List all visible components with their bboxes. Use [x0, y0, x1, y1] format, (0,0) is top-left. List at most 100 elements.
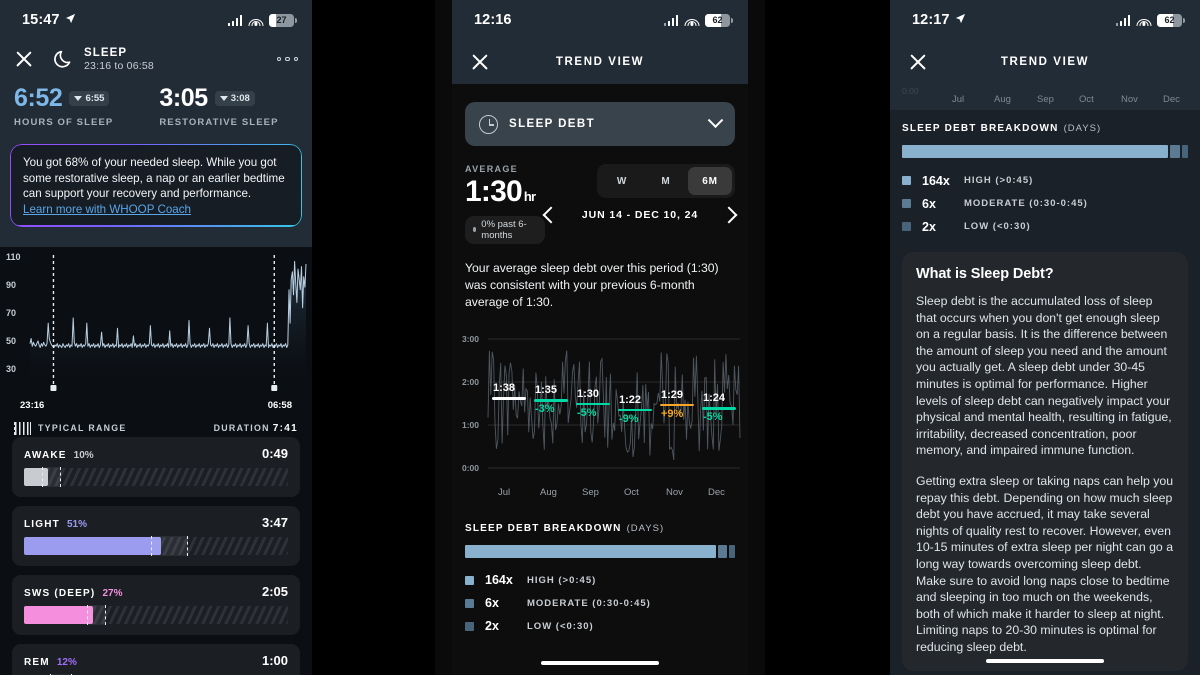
breakdown-stacked-bar [902, 145, 1188, 158]
breakdown-unit: (DAYS) [1063, 123, 1102, 134]
month-average-label: 1:24 [703, 392, 726, 405]
hr-ytick-70: 70 [6, 307, 17, 318]
cellular-signal-icon [227, 14, 242, 26]
stage-track [24, 466, 288, 487]
hr-ytick-30: 30 [6, 363, 17, 374]
battery-indicator: 27 [269, 13, 297, 27]
chevron-right-icon[interactable] [720, 206, 738, 224]
stage-duration: 0:49 [261, 445, 288, 461]
axis-zero-label: 0:00 [902, 86, 919, 96]
average-value: 1:30 hr [465, 175, 536, 208]
average-block: AVERAGE 1:30 hr 0% past 6-months [465, 164, 545, 244]
info-paragraph-2: Getting extra sleep or taking naps can h… [916, 473, 1174, 654]
change-pill-text: 0% past 6-months [481, 218, 527, 241]
status-bar-1: 15:47 27 [0, 0, 312, 40]
axis-month-jul: Jul [952, 94, 965, 105]
axis-month-aug: Aug [994, 94, 1011, 105]
panel2-inner: 12:16 62 TREND VIEW SLEEP DEB [452, 0, 748, 675]
info-card-title: What is Sleep Debt? [916, 266, 1054, 282]
heart-rate-chart[interactable]: 110 90 70 50 30 23:16 06:58 TYPICAL RANG… [0, 246, 312, 437]
chevron-down-icon[interactable] [707, 111, 724, 128]
sleep-debt-chart[interactable]: 1:38 1:35 -3% 1:30 -5% 1:22 -9% 1:29 +9% 1:24 -5% 0… [452, 325, 748, 500]
sleep-detail-panel: 15:47 27 [0, 0, 312, 675]
breakdown-title-row-3: SLEEP DEBT BREAKDOWN (DAYS) [902, 118, 1188, 136]
metric-label: HOURS OF SLEEP [14, 117, 114, 128]
close-icon[interactable] [470, 52, 490, 72]
month-average-label: 1:30 [577, 388, 600, 400]
cellular-signal-icon [1115, 14, 1130, 26]
month-delta-label: -9% [619, 412, 639, 425]
typical-range-label: TYPICAL RANGE [38, 423, 127, 434]
average-unit: hr [523, 189, 536, 204]
debt-xtick-nov: Nov [666, 486, 683, 498]
month-average-label: 1:38 [493, 382, 516, 395]
page-title: SLEEP 23:16 to 06:58 [84, 47, 154, 72]
whoop-coach-link[interactable]: Learn more with WHOOP Coach [23, 202, 191, 216]
sleep-timespan: 23:16 to 06:58 [84, 59, 154, 72]
metrics-row: 6:52 6:55 HOURS OF SLEEP 3:05 3:08 [0, 80, 312, 138]
stage-fill [24, 605, 93, 624]
location-arrow-icon [65, 13, 76, 27]
range-controls: W M 6M JUN 14 - DEC 10, 24 [542, 164, 738, 244]
stage-track [24, 604, 288, 625]
range-tab-m[interactable]: M [661, 175, 671, 187]
range-tab-w[interactable]: W [616, 175, 628, 187]
battery-indicator: 62 [1157, 13, 1185, 27]
sleep-stage-card[interactable]: SWS (DEEP) 27% 2:05 [12, 574, 300, 635]
sleep-stage-card[interactable]: REM 12% 1:00 [12, 643, 300, 675]
battery-indicator: 62 [705, 13, 733, 27]
metric-selector-dropdown[interactable]: SLEEP DEBT [465, 102, 735, 146]
month-delta-label: -5% [703, 411, 723, 424]
heart-rate-plot [29, 254, 307, 391]
breakdown-legend-row: 6x MODERATE (0:30-0:45) [902, 192, 1188, 215]
close-icon[interactable] [908, 52, 928, 72]
legend-label: LOW (<0:30) [527, 620, 594, 632]
range-tab-6m[interactable]: 6M [688, 167, 732, 195]
month-average-line [702, 407, 736, 410]
panel3-inner: 12:17 62 TREND VIEW [890, 0, 1200, 675]
metric-compare-chip: 6:55 [69, 91, 110, 106]
debt-ytick-200: 2:00 [462, 376, 480, 387]
debt-xtick-sep: Sep [582, 486, 599, 498]
sleep-debt-info-card: What is Sleep Debt? Sleep debt is the ac… [902, 252, 1188, 672]
legend-label: HIGH (>0:45) [964, 175, 1034, 186]
home-indicator [986, 658, 1104, 663]
breakdown-stacked-bar [465, 544, 736, 558]
legend-swatch [902, 222, 911, 231]
stage-track [24, 535, 288, 556]
location-arrow-icon [955, 13, 966, 27]
chevron-left-icon[interactable] [542, 206, 560, 224]
breakdown-segment [465, 544, 717, 558]
breakdown-legend: 164x HIGH (>0:45) 6x MODERATE (0:30-0:45… [465, 569, 735, 638]
sleep-stage-card[interactable]: AWAKE 10% 0:49 [12, 436, 300, 497]
sleep-stage-list: AWAKE 10% 0:49 LIGHT 51% 3:47 SWS (DEEP)… [0, 436, 312, 675]
more-options-icon[interactable] [276, 56, 298, 62]
trend-view-title: TREND VIEW [1000, 56, 1090, 68]
range-tab-group[interactable]: W M 6M [597, 164, 735, 198]
legend-label: HIGH (>0:45) [527, 574, 597, 586]
status-time: 15:47 [22, 12, 60, 28]
breakdown-unit: (DAYS) [626, 522, 665, 534]
sleep-stage-card[interactable]: LIGHT 51% 3:47 [12, 505, 300, 566]
duration-value: 7:41 [272, 422, 298, 434]
close-icon[interactable] [14, 49, 34, 69]
breakdown-legend-row: 2x LOW (<0:30) [465, 615, 735, 638]
legend-label: MODERATE (0:30-0:45) [964, 198, 1088, 209]
stage-duration: 3:47 [261, 514, 288, 530]
breakdown-section-3: SLEEP DEBT BREAKDOWN (DAYS) 164x HIGH (>0… [890, 110, 1200, 238]
legend-count: 6x [485, 596, 499, 610]
metric-hours-of-sleep: 6:52 6:55 HOURS OF SLEEP [14, 86, 114, 129]
debt-xtick-jul: Jul [498, 486, 511, 498]
breakdown-segment [729, 544, 736, 558]
hr-legend-row: TYPICAL RANGE DURATION 7:41 [0, 421, 312, 435]
status-right: 27 [227, 13, 297, 27]
battery-level: 27 [276, 15, 287, 25]
stage-name: AWAKE [24, 449, 67, 461]
legend-swatch [902, 199, 911, 208]
selected-metric-label: SLEEP DEBT [509, 118, 595, 130]
hr-ytick-90: 90 [6, 279, 17, 290]
stage-typical-range [50, 673, 72, 675]
trend-view-title: TREND VIEW [555, 56, 645, 68]
breakdown-title: SLEEP DEBT BREAKDOWN [465, 522, 622, 534]
axis-month-dec: Dec [1163, 94, 1180, 105]
